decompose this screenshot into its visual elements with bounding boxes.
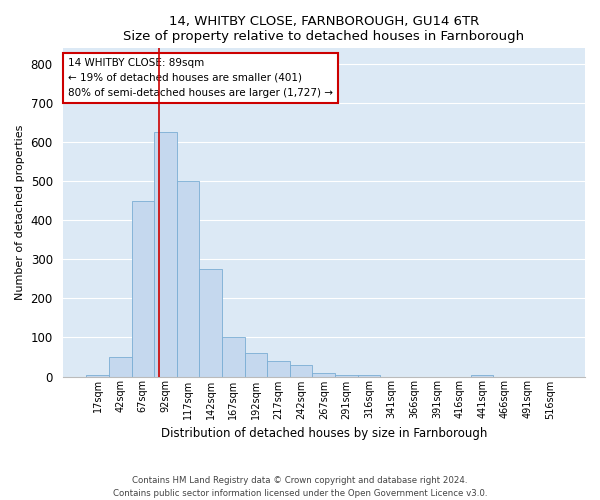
Bar	[245, 353, 267, 376]
Bar	[267, 361, 290, 376]
Bar	[154, 132, 177, 376]
Bar	[86, 374, 109, 376]
Bar	[199, 269, 222, 376]
Bar	[222, 338, 245, 376]
Bar	[335, 374, 358, 376]
Title: 14, WHITBY CLOSE, FARNBOROUGH, GU14 6TR
Size of property relative to detached ho: 14, WHITBY CLOSE, FARNBOROUGH, GU14 6TR …	[123, 15, 524, 43]
Text: Contains HM Land Registry data © Crown copyright and database right 2024.
Contai: Contains HM Land Registry data © Crown c…	[113, 476, 487, 498]
Bar	[177, 181, 199, 376]
Bar	[131, 200, 154, 376]
Bar	[109, 357, 131, 376]
Text: 14 WHITBY CLOSE: 89sqm
← 19% of detached houses are smaller (401)
80% of semi-de: 14 WHITBY CLOSE: 89sqm ← 19% of detached…	[68, 58, 333, 98]
Bar	[313, 372, 335, 376]
Bar	[358, 374, 380, 376]
X-axis label: Distribution of detached houses by size in Farnborough: Distribution of detached houses by size …	[161, 427, 487, 440]
Y-axis label: Number of detached properties: Number of detached properties	[15, 124, 25, 300]
Bar	[471, 374, 493, 376]
Bar	[290, 365, 313, 376]
